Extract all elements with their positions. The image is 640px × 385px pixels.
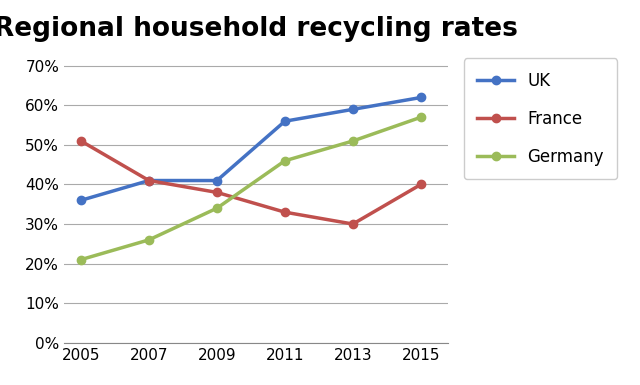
UK xyxy=(145,178,153,183)
Germany xyxy=(281,159,289,163)
UK xyxy=(281,119,289,124)
France xyxy=(349,222,356,226)
Germany xyxy=(145,238,153,242)
France xyxy=(145,178,153,183)
France xyxy=(77,139,85,143)
France xyxy=(213,190,221,195)
France xyxy=(417,182,425,187)
Line: France: France xyxy=(77,137,425,228)
Germany xyxy=(213,206,221,211)
Title: Regional household recycling rates: Regional household recycling rates xyxy=(0,16,518,42)
Germany xyxy=(349,139,356,143)
France xyxy=(281,210,289,214)
Line: Germany: Germany xyxy=(77,113,425,264)
UK xyxy=(77,198,85,203)
Line: UK: UK xyxy=(77,93,425,204)
UK xyxy=(213,178,221,183)
Legend: UK, France, Germany: UK, France, Germany xyxy=(464,59,617,179)
UK xyxy=(349,107,356,112)
Germany xyxy=(77,257,85,262)
UK xyxy=(417,95,425,100)
Germany xyxy=(417,115,425,120)
